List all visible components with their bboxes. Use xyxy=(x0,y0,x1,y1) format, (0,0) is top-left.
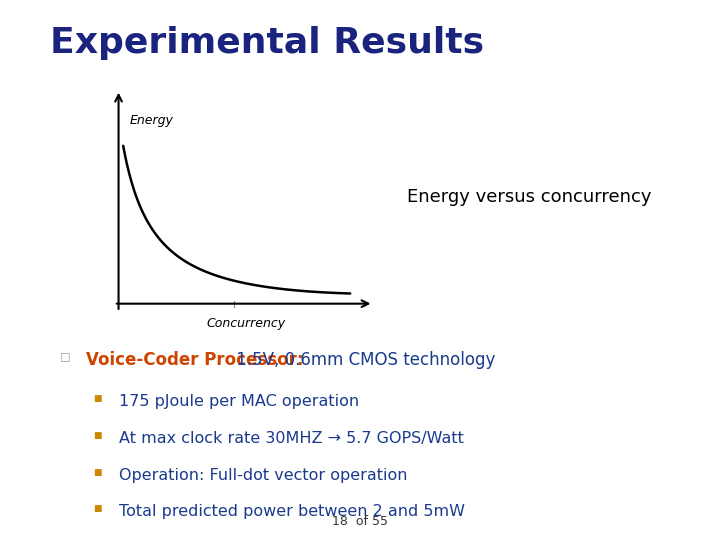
Text: ■: ■ xyxy=(93,431,102,440)
Text: Energy versus concurrency: Energy versus concurrency xyxy=(407,188,652,206)
Text: 1.5V, 0.6mm CMOS technology: 1.5V, 0.6mm CMOS technology xyxy=(230,351,495,369)
Text: Total predicted power between 2 and 5mW: Total predicted power between 2 and 5mW xyxy=(120,504,465,519)
Text: ■: ■ xyxy=(93,504,102,513)
Text: Voice-Coder Processor:: Voice-Coder Processor: xyxy=(86,351,304,369)
Text: □: □ xyxy=(60,351,71,361)
Text: ■: ■ xyxy=(93,394,102,402)
Text: Experimental Results: Experimental Results xyxy=(50,26,484,60)
Text: Concurrency: Concurrency xyxy=(207,317,286,330)
Text: Operation: Full-dot vector operation: Operation: Full-dot vector operation xyxy=(120,468,408,483)
Text: 18  of 55: 18 of 55 xyxy=(332,515,388,528)
Text: 175 pJoule per MAC operation: 175 pJoule per MAC operation xyxy=(120,394,359,409)
Text: Energy: Energy xyxy=(130,114,174,127)
Text: At max clock rate 30MHZ → 5.7 GOPS/Watt: At max clock rate 30MHZ → 5.7 GOPS/Watt xyxy=(120,431,464,446)
Text: ■: ■ xyxy=(93,468,102,477)
